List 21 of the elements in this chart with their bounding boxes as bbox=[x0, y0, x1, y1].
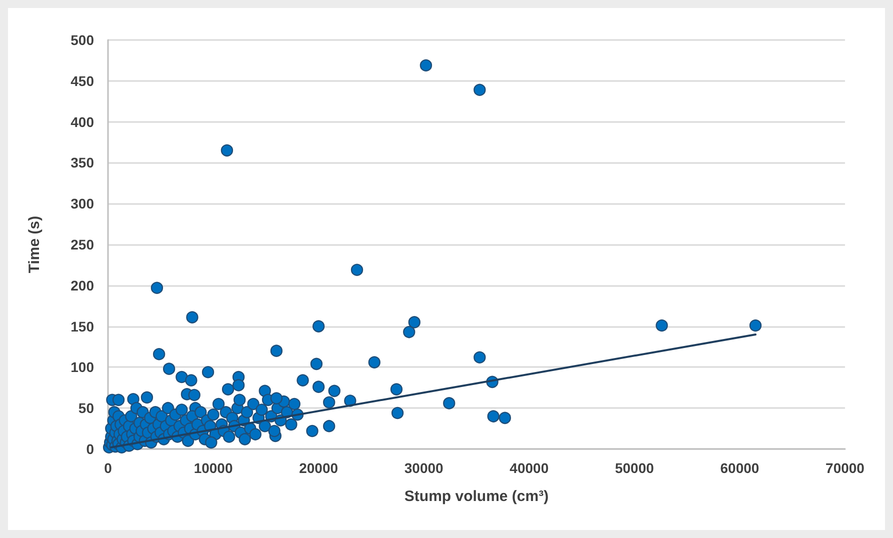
x-tick-label: 0 bbox=[104, 460, 112, 476]
x-axis-title: Stump volume (cm³) bbox=[404, 488, 549, 505]
y-tick-label: 150 bbox=[70, 318, 94, 334]
y-tick-label: 100 bbox=[70, 359, 94, 376]
y-tick-label: 250 bbox=[70, 236, 94, 252]
y-tick-label: 450 bbox=[70, 72, 94, 89]
x-tick-label: 10000 bbox=[194, 460, 233, 476]
y-tick-label: 50 bbox=[78, 400, 94, 416]
y-tick-label: 200 bbox=[70, 277, 94, 294]
x-tick-label: 70000 bbox=[826, 460, 865, 476]
y-tick-label: 0 bbox=[86, 441, 94, 457]
y-tick-label: 500 bbox=[70, 32, 94, 48]
x-tick-label: 60000 bbox=[720, 460, 760, 476]
y-tick-label: 400 bbox=[70, 114, 94, 130]
x-tick-label: 50000 bbox=[614, 460, 654, 476]
x-tick-label: 20000 bbox=[299, 460, 338, 476]
y-axis-title: Time (s) bbox=[26, 216, 43, 274]
y-tick-label: 350 bbox=[70, 154, 94, 171]
x-tick-label: 30000 bbox=[404, 460, 444, 476]
x-tick-label: 40000 bbox=[510, 460, 549, 476]
y-tick-label: 300 bbox=[70, 196, 94, 212]
